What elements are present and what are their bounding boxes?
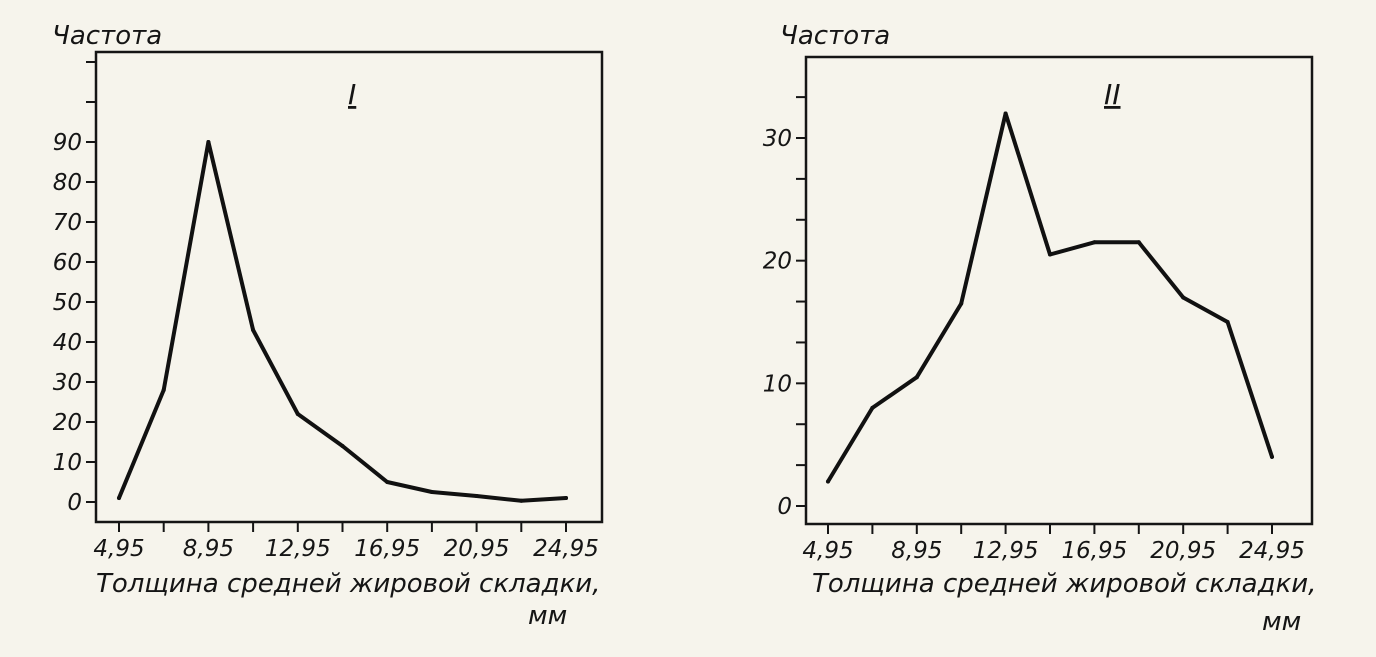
y-axis: 0 10 20 30 40 50 60 70 80 90 bbox=[53, 61, 96, 516]
data-point bbox=[519, 498, 524, 503]
x-axis: 4,95 8,95 12,95 16,95 20,95 24,95 bbox=[93, 522, 599, 562]
x-tick-label: 12,95 bbox=[973, 538, 1039, 564]
data-point bbox=[340, 444, 345, 448]
panel-label: II bbox=[1104, 78, 1121, 111]
data-point bbox=[474, 494, 479, 498]
data-point bbox=[1003, 111, 1008, 116]
x-tick-label: 24,95 bbox=[533, 536, 599, 562]
chart-panel-ii: Частота II 0 10 20 30 4,95 8,95 12,95 16,95 20,… bbox=[763, 21, 1317, 637]
y-tick-label: 20 bbox=[53, 410, 82, 436]
x-tick-label: 8,95 bbox=[183, 536, 234, 562]
data-point bbox=[1181, 295, 1186, 300]
data-point bbox=[914, 375, 919, 380]
x-tick-label: 8,95 bbox=[891, 538, 942, 564]
data-point bbox=[564, 496, 568, 500]
data-point bbox=[959, 301, 964, 306]
data-point bbox=[385, 480, 390, 484]
y-tick-label: 70 bbox=[53, 210, 82, 236]
y-tick-label: 10 bbox=[53, 450, 82, 476]
y-tick-label: 10 bbox=[763, 371, 792, 397]
x-axis-title: Толщина средней жировой складки, bbox=[812, 569, 1316, 599]
x-axis-title: Толщина средней жировой складки, bbox=[96, 569, 600, 599]
y-tick-label: 90 bbox=[53, 130, 82, 156]
data-point bbox=[117, 496, 121, 500]
y-tick-label: 40 bbox=[53, 330, 82, 356]
y-tick-label: 30 bbox=[53, 370, 82, 396]
data-point bbox=[429, 490, 434, 494]
x-tick-label: 4,95 bbox=[93, 536, 144, 562]
x-tick-label: 20,95 bbox=[444, 536, 510, 562]
data-point bbox=[1136, 240, 1141, 245]
y-tick-label: 30 bbox=[763, 126, 792, 152]
y-tick-label: 80 bbox=[53, 170, 82, 196]
data-point bbox=[826, 479, 830, 484]
y-axis: 0 10 20 30 bbox=[763, 96, 806, 520]
x-axis: 4,95 8,95 12,95 16,95 20,95 24,95 bbox=[802, 524, 1305, 564]
y-axis-title: Частота bbox=[780, 21, 890, 51]
data-point bbox=[1225, 320, 1230, 324]
y-tick-label: 20 bbox=[763, 249, 792, 275]
data-point bbox=[1048, 252, 1052, 257]
panel-label: I bbox=[348, 78, 356, 111]
y-tick-label: 60 bbox=[53, 250, 82, 276]
x-tick-label: 12,95 bbox=[265, 536, 331, 562]
data-point bbox=[251, 328, 256, 332]
data-point bbox=[161, 388, 166, 392]
x-tick-label: 4,95 bbox=[802, 538, 853, 564]
plot-frame bbox=[804, 55, 1314, 526]
x-tick-label: 20,95 bbox=[1150, 538, 1216, 564]
y-tick-label: 0 bbox=[777, 494, 792, 520]
y-tick-label: 50 bbox=[53, 290, 82, 316]
data-point bbox=[295, 412, 300, 416]
x-axis-unit: мм bbox=[1262, 607, 1301, 637]
x-tick-label: 24,95 bbox=[1239, 538, 1305, 564]
data-point bbox=[870, 405, 875, 410]
y-axis-title: Частота bbox=[52, 21, 162, 51]
x-tick-label: 16,95 bbox=[1061, 538, 1127, 564]
chart-panel-i: Частота I 0 10 20 30 40 50 60 70 80 90 4,95 8,95 12… bbox=[52, 21, 604, 631]
data-point bbox=[1092, 240, 1097, 245]
y-tick-label: 0 bbox=[67, 490, 82, 516]
data-point bbox=[1270, 454, 1274, 459]
x-tick-label: 16,95 bbox=[354, 536, 420, 562]
plot-frame bbox=[94, 50, 604, 524]
series-line bbox=[826, 111, 1274, 484]
data-point bbox=[206, 140, 211, 144]
x-axis-unit: мм bbox=[528, 601, 567, 631]
